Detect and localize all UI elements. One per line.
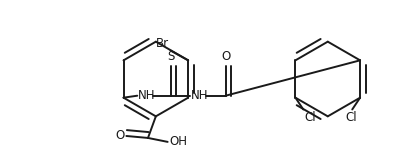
Text: NH: NH xyxy=(138,89,156,102)
Text: Cl: Cl xyxy=(303,111,315,124)
Text: Br: Br xyxy=(155,36,168,49)
Text: O: O xyxy=(115,129,124,143)
Text: S: S xyxy=(166,50,174,63)
Text: Cl: Cl xyxy=(345,111,356,124)
Text: NH: NH xyxy=(191,89,208,102)
Text: O: O xyxy=(220,50,230,63)
Text: OH: OH xyxy=(169,135,187,148)
